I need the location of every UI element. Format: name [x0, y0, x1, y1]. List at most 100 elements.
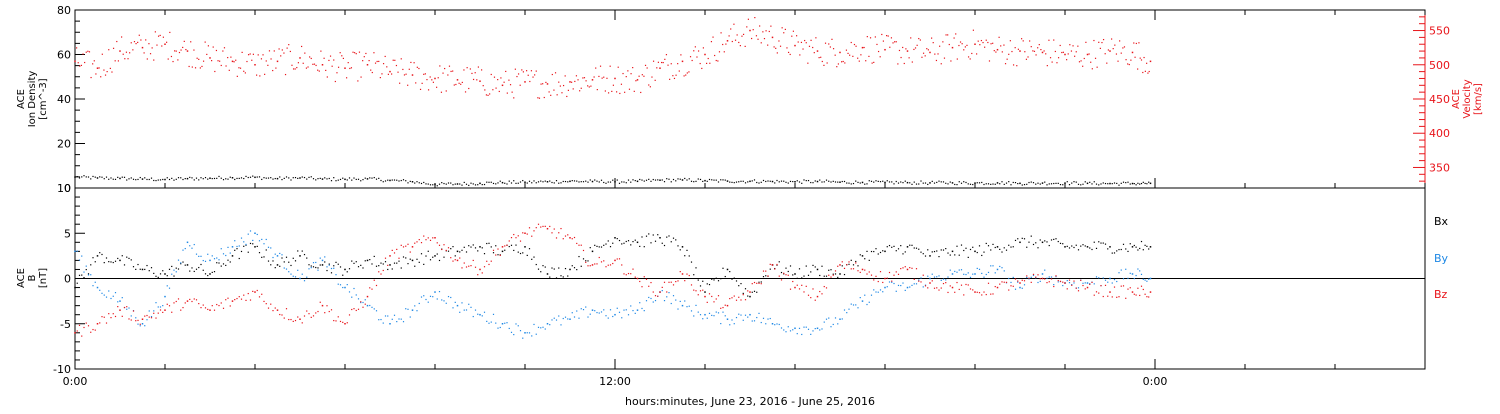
density-series-point	[465, 183, 468, 185]
by-series-point	[616, 307, 618, 309]
bx-series-point	[99, 252, 101, 254]
bx-series-point	[1149, 246, 1152, 248]
velocity-series-point	[223, 47, 226, 49]
velocity-series-point	[166, 41, 168, 43]
density-series-point	[801, 182, 803, 184]
density-series-point	[270, 177, 272, 179]
by-series-point	[315, 261, 317, 264]
bz-series-point	[357, 308, 360, 310]
bz-series-point	[987, 282, 990, 284]
density-series-point	[317, 178, 319, 180]
by-series-point	[411, 309, 414, 311]
bz-series-point	[274, 307, 276, 309]
by-series-point	[553, 317, 555, 319]
by-series-point	[542, 326, 544, 328]
by-series-point	[625, 309, 627, 311]
density-series-point	[837, 181, 839, 183]
by-series-point	[141, 323, 144, 325]
bx-series-point	[875, 248, 877, 250]
density-series-point	[486, 181, 488, 183]
velocity-series-point	[135, 43, 137, 45]
density-series-point	[427, 183, 429, 185]
bz-series-point	[432, 237, 434, 239]
velocity-series-point	[556, 94, 558, 96]
density-series-point	[553, 182, 555, 184]
velocity-series-point	[309, 56, 311, 58]
bx-series-point	[738, 285, 740, 287]
bx-series-point	[670, 241, 672, 243]
bz-series-point	[1071, 284, 1073, 286]
by-series-point	[963, 273, 965, 275]
bz-series-point	[843, 267, 846, 270]
bx-series-point	[310, 265, 312, 267]
bx-series-point	[292, 257, 294, 259]
velocity-series-point	[926, 48, 928, 50]
density-series-point	[528, 180, 531, 182]
velocity-series-point	[474, 72, 476, 74]
bz-series-point	[328, 310, 330, 313]
velocity-series-point	[913, 48, 915, 51]
bx-series-point	[1113, 252, 1116, 254]
velocity-series-point	[996, 48, 999, 51]
velocity-series-point	[538, 97, 541, 99]
velocity-series-point	[360, 76, 362, 78]
bx-series-point	[508, 245, 510, 248]
bx-series-point	[369, 258, 371, 261]
velocity-series-point	[722, 43, 724, 46]
density-axis-title-line: [cm^-3]	[38, 78, 49, 119]
bx-series-point	[902, 253, 904, 255]
bz-series-point	[918, 280, 920, 282]
by-series-point	[96, 286, 99, 289]
velocity-series-point	[1051, 61, 1053, 63]
velocity-series-point	[182, 46, 184, 49]
bx-series-point	[146, 264, 148, 267]
velocity-series-point	[958, 44, 960, 47]
by-series-point	[447, 295, 450, 298]
bz-series-point	[956, 281, 958, 284]
by-series-point	[886, 286, 888, 288]
density-series-point	[798, 181, 801, 183]
bz-series-point	[166, 303, 168, 305]
bx-series-point	[101, 253, 103, 256]
density-series-point	[132, 178, 135, 180]
by-series-point	[1048, 276, 1050, 278]
bx-series-point	[1140, 240, 1143, 243]
velocity-series-point	[1066, 59, 1068, 61]
bx-series-point	[378, 265, 380, 267]
by-series-point	[290, 273, 292, 275]
density-series-point	[769, 180, 771, 182]
bz-series-point	[1010, 285, 1012, 287]
velocity-series-point	[1078, 61, 1081, 63]
velocity-series-point	[998, 36, 1000, 38]
by-series-point	[74, 250, 76, 253]
density-series-point	[1135, 184, 1137, 186]
density-series-point	[180, 177, 182, 179]
velocity-series-point	[1053, 39, 1055, 41]
bz-series-point	[117, 306, 119, 308]
by-series-point	[562, 317, 564, 320]
density-series-point	[378, 177, 380, 179]
bx-series-point	[211, 271, 213, 274]
density-series-point	[823, 181, 825, 183]
bz-series-point	[609, 264, 612, 266]
bz-series-point	[481, 272, 483, 274]
by-series-point	[1111, 282, 1113, 284]
by-series-point	[724, 315, 726, 317]
velocity-series-point	[268, 50, 271, 52]
by-series-point	[1102, 277, 1104, 279]
velocity-series-point	[103, 69, 105, 71]
by-series-point	[956, 271, 958, 273]
velocity-series-point	[569, 81, 571, 83]
density-series-point	[508, 180, 510, 182]
velocity-series-point	[273, 50, 275, 52]
bz-series-point	[382, 269, 384, 272]
by-series-point	[526, 332, 528, 334]
density-series-point	[870, 180, 873, 182]
bz-series-point	[477, 274, 479, 276]
by-series-point	[974, 273, 976, 275]
velocity-series-point	[522, 71, 524, 73]
density-series-point	[695, 180, 697, 182]
by-series-point	[1144, 279, 1146, 281]
bx-series-point	[427, 250, 429, 252]
by-series-point	[495, 322, 497, 324]
